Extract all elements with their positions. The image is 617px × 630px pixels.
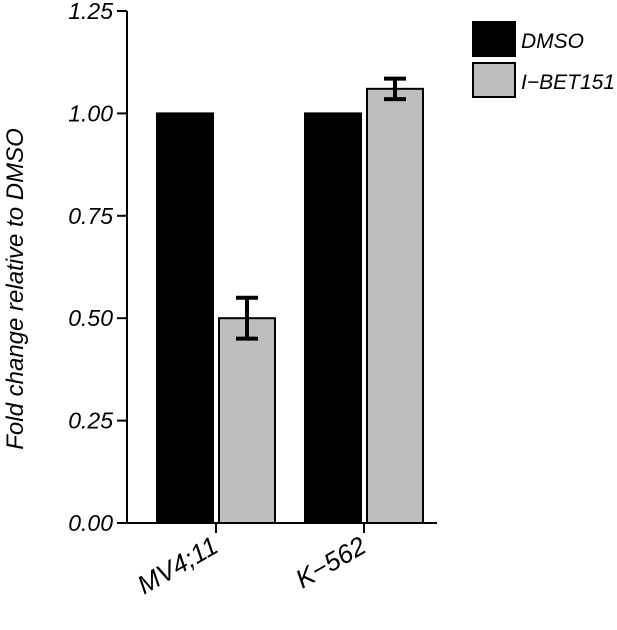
bar-dmso-k562 bbox=[304, 112, 362, 525]
legend: DMSO I−BET151 bbox=[472, 21, 615, 98]
legend-label-ibet: I−BET151 bbox=[521, 71, 615, 94]
bar-dmso-mv411 bbox=[156, 112, 214, 525]
x-tick-label: MV4;11 bbox=[132, 530, 223, 600]
error-bar bbox=[236, 295, 258, 341]
y-axis: 0.00 0.25 0.50 0.75 1.00 1.25 bbox=[68, 0, 128, 536]
y-tick-label: 0.00 bbox=[68, 510, 113, 536]
y-tick-label: 1.00 bbox=[68, 100, 113, 126]
legend-swatch-dmso bbox=[472, 21, 516, 57]
x-axis: MV4;11 K−562 bbox=[127, 522, 437, 600]
bar-ibet-k562 bbox=[366, 87, 424, 524]
y-axis-label: Fold change relative to DMSO bbox=[2, 128, 29, 449]
bar-ibet-mv411 bbox=[218, 317, 276, 525]
legend-label-dmso: DMSO bbox=[521, 30, 584, 53]
y-tick-label: 1.25 bbox=[68, 0, 113, 24]
x-tick-label: K−562 bbox=[290, 530, 371, 594]
y-tick-label: 0.50 bbox=[68, 305, 113, 331]
error-bar bbox=[384, 76, 406, 102]
y-tick-label: 0.25 bbox=[68, 408, 113, 434]
plot-area bbox=[156, 76, 424, 525]
y-tick-label: 0.75 bbox=[68, 203, 113, 229]
legend-swatch-ibet bbox=[472, 62, 516, 98]
